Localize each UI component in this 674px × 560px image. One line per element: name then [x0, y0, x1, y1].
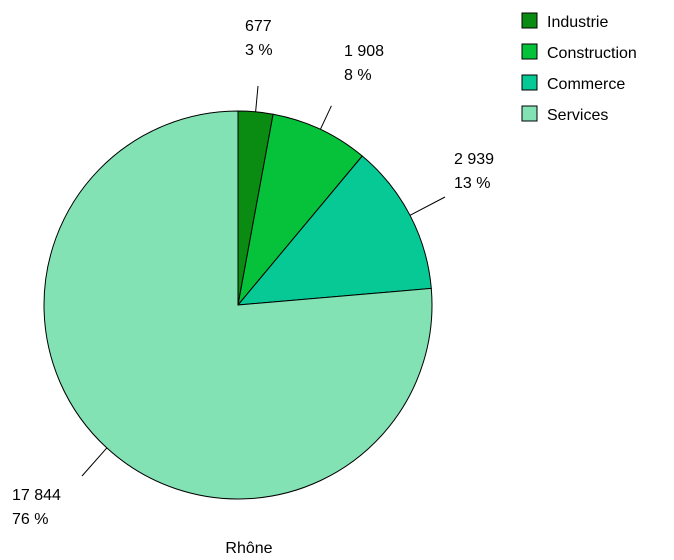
leader-line-services [81, 447, 108, 477]
leader-line-commerce [409, 196, 446, 216]
leader-line-construction [319, 105, 332, 130]
value-label-services: 17 844 [12, 487, 61, 504]
legend-swatch-industrie [521, 12, 538, 29]
pie-slice-construction [237, 113, 363, 307]
legend-swatch-services [521, 105, 538, 122]
pie-slice-services [43, 110, 433, 500]
legend-label-construction: Construction [547, 45, 637, 62]
value-label-commerce: 2 939 [454, 151, 494, 168]
chart-label: Rhône [225, 540, 272, 557]
pie-slices [43, 110, 433, 500]
percent-label-services: 76 % [12, 511, 48, 528]
leader-lines [81, 85, 446, 477]
percent-label-industrie: 3 % [245, 42, 273, 59]
percent-label-construction: 8 % [344, 67, 372, 84]
leader-line-industrie [255, 85, 259, 112]
legend-label-commerce: Commerce [547, 76, 625, 93]
value-label-industrie: 677 [245, 18, 272, 35]
legend-label-services: Services [547, 107, 608, 124]
value-label-construction: 1 908 [344, 43, 384, 60]
data-labels: 677 3 % 1 908 8 % 2 939 13 % 17 844 76 % [12, 18, 494, 528]
legend-label-industrie: Industrie [547, 14, 608, 31]
legend: Industrie Construction Commerce Services [521, 12, 637, 124]
legend-swatch-construction [521, 43, 538, 60]
legend-swatch-commerce [521, 74, 538, 91]
percent-label-commerce: 13 % [454, 175, 490, 192]
